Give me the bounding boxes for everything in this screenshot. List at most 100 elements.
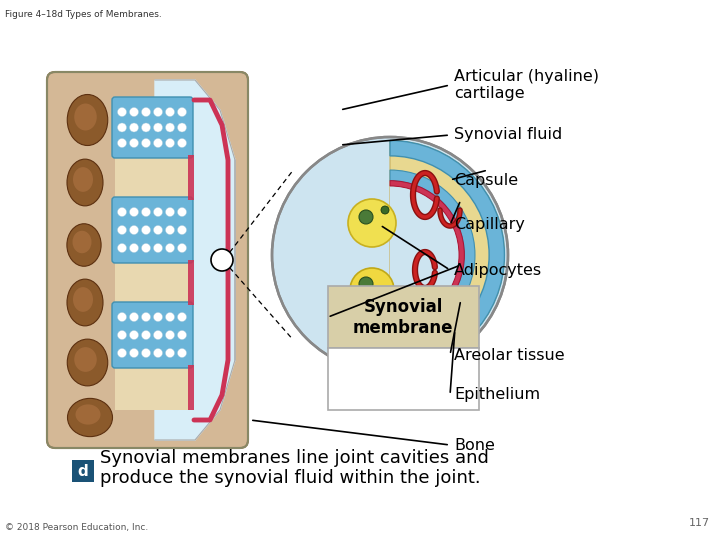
Circle shape bbox=[142, 313, 150, 321]
Circle shape bbox=[178, 207, 186, 217]
Circle shape bbox=[153, 330, 163, 340]
Wedge shape bbox=[390, 140, 505, 369]
Bar bbox=[115, 365, 190, 410]
Polygon shape bbox=[155, 80, 235, 440]
Ellipse shape bbox=[76, 404, 101, 424]
Text: Capillary: Capillary bbox=[454, 218, 525, 233]
Circle shape bbox=[350, 268, 394, 312]
Circle shape bbox=[178, 123, 186, 132]
Circle shape bbox=[153, 107, 163, 117]
Circle shape bbox=[117, 330, 127, 340]
Circle shape bbox=[130, 138, 138, 147]
Circle shape bbox=[130, 207, 138, 217]
Circle shape bbox=[130, 313, 138, 321]
Circle shape bbox=[153, 138, 163, 147]
Text: Epithelium: Epithelium bbox=[454, 388, 540, 402]
Circle shape bbox=[166, 207, 174, 217]
Circle shape bbox=[166, 244, 174, 253]
Circle shape bbox=[178, 348, 186, 357]
Circle shape bbox=[166, 348, 174, 357]
Bar bbox=[188, 260, 194, 305]
Text: Adipocytes: Adipocytes bbox=[454, 262, 542, 278]
FancyBboxPatch shape bbox=[112, 197, 193, 263]
Circle shape bbox=[359, 277, 373, 291]
Text: Synovial fluid: Synovial fluid bbox=[454, 127, 562, 143]
Ellipse shape bbox=[74, 347, 96, 372]
Circle shape bbox=[117, 226, 127, 234]
Circle shape bbox=[166, 138, 174, 147]
Circle shape bbox=[142, 207, 150, 217]
Circle shape bbox=[130, 244, 138, 253]
Ellipse shape bbox=[68, 399, 112, 437]
Circle shape bbox=[153, 244, 163, 253]
Circle shape bbox=[142, 348, 150, 357]
Circle shape bbox=[130, 107, 138, 117]
Circle shape bbox=[117, 107, 127, 117]
Circle shape bbox=[153, 226, 163, 234]
Wedge shape bbox=[390, 140, 505, 369]
FancyBboxPatch shape bbox=[47, 72, 248, 448]
Circle shape bbox=[130, 226, 138, 234]
Circle shape bbox=[117, 123, 127, 132]
Circle shape bbox=[153, 207, 163, 217]
Bar bbox=[328, 348, 479, 410]
Circle shape bbox=[142, 330, 150, 340]
Bar bbox=[188, 155, 194, 200]
Circle shape bbox=[117, 348, 127, 357]
Bar bbox=[188, 365, 194, 410]
Text: Articular (hyaline)
cartilage: Articular (hyaline) cartilage bbox=[454, 69, 599, 101]
Bar bbox=[115, 260, 190, 305]
Text: © 2018 Pearson Education, Inc.: © 2018 Pearson Education, Inc. bbox=[5, 523, 148, 532]
Circle shape bbox=[153, 348, 163, 357]
Text: 117: 117 bbox=[689, 518, 710, 528]
Text: Areolar tissue: Areolar tissue bbox=[454, 348, 564, 362]
Circle shape bbox=[166, 226, 174, 234]
Text: Synovial membranes line joint cavities and
produce the synovial fluid within the: Synovial membranes line joint cavities a… bbox=[100, 449, 489, 488]
Circle shape bbox=[166, 330, 174, 340]
Circle shape bbox=[142, 107, 150, 117]
Wedge shape bbox=[390, 186, 459, 324]
Circle shape bbox=[178, 226, 186, 234]
Circle shape bbox=[272, 137, 508, 373]
Text: Capsule: Capsule bbox=[454, 172, 518, 187]
Circle shape bbox=[381, 206, 389, 214]
Circle shape bbox=[142, 123, 150, 132]
Circle shape bbox=[130, 330, 138, 340]
Ellipse shape bbox=[73, 231, 91, 253]
Circle shape bbox=[359, 210, 373, 224]
Circle shape bbox=[178, 330, 186, 340]
Ellipse shape bbox=[74, 104, 96, 131]
Text: Figure 4–18d Types of Membranes.: Figure 4–18d Types of Membranes. bbox=[5, 10, 162, 19]
Circle shape bbox=[142, 244, 150, 253]
Circle shape bbox=[130, 123, 138, 132]
Ellipse shape bbox=[67, 339, 108, 386]
FancyBboxPatch shape bbox=[112, 302, 193, 368]
Circle shape bbox=[130, 348, 138, 357]
Ellipse shape bbox=[67, 94, 108, 145]
Ellipse shape bbox=[67, 224, 101, 266]
Circle shape bbox=[153, 313, 163, 321]
Circle shape bbox=[117, 313, 127, 321]
Ellipse shape bbox=[73, 287, 93, 312]
Wedge shape bbox=[390, 170, 475, 340]
Bar bbox=[328, 286, 479, 348]
Circle shape bbox=[166, 313, 174, 321]
Circle shape bbox=[117, 207, 127, 217]
Circle shape bbox=[178, 138, 186, 147]
Circle shape bbox=[117, 244, 127, 253]
Circle shape bbox=[348, 199, 396, 247]
Text: Synovial
membrane: Synovial membrane bbox=[353, 298, 454, 336]
Text: d: d bbox=[78, 463, 89, 478]
Circle shape bbox=[117, 138, 127, 147]
Circle shape bbox=[153, 123, 163, 132]
Ellipse shape bbox=[73, 167, 93, 192]
Circle shape bbox=[211, 249, 233, 271]
Circle shape bbox=[142, 226, 150, 234]
Ellipse shape bbox=[67, 279, 103, 326]
Wedge shape bbox=[390, 181, 464, 329]
Circle shape bbox=[142, 138, 150, 147]
Ellipse shape bbox=[67, 159, 103, 206]
Circle shape bbox=[178, 313, 186, 321]
Circle shape bbox=[178, 107, 186, 117]
FancyBboxPatch shape bbox=[112, 97, 193, 158]
